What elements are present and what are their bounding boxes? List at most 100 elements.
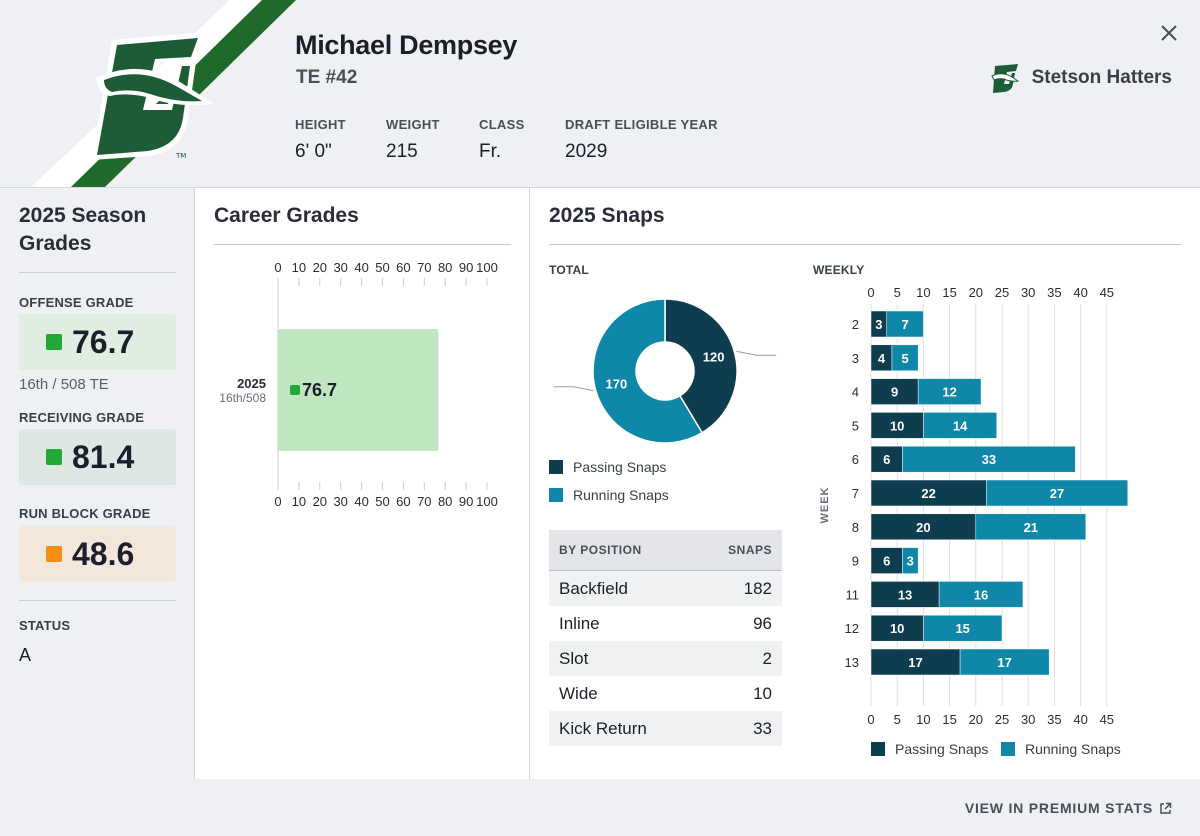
weekly-legend-passing: Passing Snaps: [871, 741, 988, 757]
running-bar: [959, 648, 1050, 676]
bar-value-label: 17: [997, 655, 1011, 670]
position-cell: Slot: [559, 648, 589, 668]
bar-value-label: 22: [921, 486, 935, 501]
donut-slice-label: 170: [605, 377, 627, 392]
donut-slice: [592, 298, 704, 444]
bar-value-label: 6: [883, 452, 890, 467]
attr-draft-year: DRAFT ELIGIBLE YEAR 2029: [565, 117, 718, 163]
x-tick-label-top: 40: [354, 260, 368, 275]
x-tick-label-bottom: 20: [313, 494, 327, 509]
offense-grade-rank: 16th / 508 TE: [19, 376, 109, 393]
donut-leader-line: [736, 350, 777, 356]
attr-weight: WEIGHT 215: [386, 117, 440, 163]
grade-indicator-icon: [46, 334, 62, 350]
attr-value: 215: [386, 141, 418, 162]
passing-bar: [870, 513, 977, 541]
running-bar: [975, 513, 1087, 541]
career-grades-panel: Career Grades 0 0 10 10 20 20 30 30 40 40 50 50 60 60…: [195, 188, 530, 779]
premium-link-label: VIEW IN PREMIUM STATS: [964, 800, 1153, 816]
week-label: 5: [852, 418, 859, 433]
table-row: Inline 96: [549, 606, 782, 641]
career-grades-title: Career Grades: [214, 204, 359, 227]
team-badge[interactable]: Stetson Hatters: [990, 62, 1172, 94]
snaps-cell: 96: [753, 613, 772, 633]
bar-value-label: 13: [898, 587, 912, 602]
donut-slice: [664, 298, 738, 434]
header-position: BY POSITION: [559, 543, 642, 557]
bar-value-label: 15: [955, 621, 969, 636]
x-tick-label-top: 0: [274, 260, 281, 275]
running-swatch-icon: [1001, 742, 1015, 756]
table-row: Backfield 182: [549, 571, 782, 606]
weekly-label: WEEKLY: [813, 263, 865, 277]
bar-value-label: 3: [907, 554, 914, 569]
attr-value: 2029: [565, 141, 608, 162]
table-row: Kick Return 33: [549, 711, 782, 746]
bar-value-label: 7: [901, 317, 908, 332]
player-name: Michael Dempsey: [295, 30, 518, 60]
grade-indicator-icon: [290, 385, 300, 395]
offense-grade-box: 76.7: [19, 314, 176, 370]
main-content: 2025 Season Grades OFFENSE GRADE 76.7 16…: [0, 188, 1200, 779]
total-snaps-donut-chart: 120 170: [553, 298, 777, 444]
x-tick-label-top: 70: [417, 260, 431, 275]
receiving-grade-box: 81.4: [19, 429, 176, 485]
x-tick-label-bottom: 35: [1047, 712, 1061, 727]
running-bar: [938, 581, 1024, 608]
status-value: A: [19, 645, 32, 665]
receiving-grade-value: 81.4: [72, 438, 135, 475]
divider: [19, 272, 176, 273]
close-icon: [1161, 25, 1177, 41]
table-body: Backfield 182 Inline 96 Slot 2 Wide 10 K…: [549, 571, 782, 746]
x-tick-label-top: 100: [476, 260, 498, 275]
position-cell: Inline: [559, 613, 600, 633]
week-label: 7: [852, 486, 859, 501]
team-name: Stetson Hatters: [1031, 67, 1172, 88]
x-tick-label-bottom: 45: [1100, 712, 1114, 727]
running-bar: [923, 412, 998, 439]
team-logo-icon: [990, 64, 1019, 93]
close-button[interactable]: [1158, 22, 1180, 44]
passing-bar: [870, 648, 961, 676]
running-bar: [986, 479, 1129, 507]
x-tick-label-bottom: 10: [292, 494, 306, 509]
donut-slice-label: 120: [703, 349, 725, 364]
weekly-legend-running-label: Running Snaps: [1025, 741, 1121, 757]
bar-value-label: 10: [890, 621, 904, 636]
external-link-icon: [1160, 802, 1172, 814]
x-tick-label-bottom: 5: [894, 712, 901, 727]
bar-value-label: 20: [916, 520, 930, 535]
view-premium-stats-link[interactable]: VIEW IN PREMIUM STATS: [965, 800, 1172, 816]
attr-height: HEIGHT 6' 0": [295, 117, 346, 163]
x-tick-label-bottom: 100: [476, 494, 498, 509]
divider: [214, 244, 511, 245]
x-tick-label-bottom: 30: [333, 494, 347, 509]
week-label: 11: [846, 587, 860, 602]
season-label: 2025: [237, 376, 266, 391]
attr-label: HEIGHT: [295, 117, 346, 132]
bar-value-label: 3: [875, 317, 882, 332]
stetson-logo-icon: TM: [31, 0, 296, 187]
week-label: 3: [852, 351, 859, 366]
x-tick-label-bottom: 20: [969, 712, 983, 727]
weekly-legend-passing-label: Passing Snaps: [895, 741, 989, 757]
x-tick-label-bottom: 90: [459, 494, 473, 509]
attr-class: CLASS Fr.: [479, 117, 525, 163]
x-tick-label-bottom: 40: [354, 494, 368, 509]
y-axis-title: WEEK: [819, 487, 831, 524]
x-tick-label-bottom: 0: [274, 494, 281, 509]
x-tick-label-bottom: 60: [396, 494, 410, 509]
attr-label: CLASS: [479, 117, 525, 132]
run-block-grade-value: 48.6: [72, 535, 135, 572]
snaps-cell: 33: [753, 718, 772, 738]
bar-value-label: 5: [901, 351, 908, 366]
snaps-cell: 182: [743, 578, 772, 598]
legend-running-label: Running Snaps: [573, 487, 669, 503]
x-tick-label-bottom: 0: [867, 712, 874, 727]
x-tick-label-top: 45: [1100, 288, 1114, 300]
x-tick-label-top: 25: [995, 288, 1009, 300]
bar-value-label: 6: [883, 554, 890, 569]
by-position-table: BY POSITION SNAPS Backfield 182 Inline 9…: [549, 530, 782, 746]
offense-grade-label: OFFENSE GRADE: [19, 295, 134, 310]
bar-value-label: 17: [908, 655, 922, 670]
